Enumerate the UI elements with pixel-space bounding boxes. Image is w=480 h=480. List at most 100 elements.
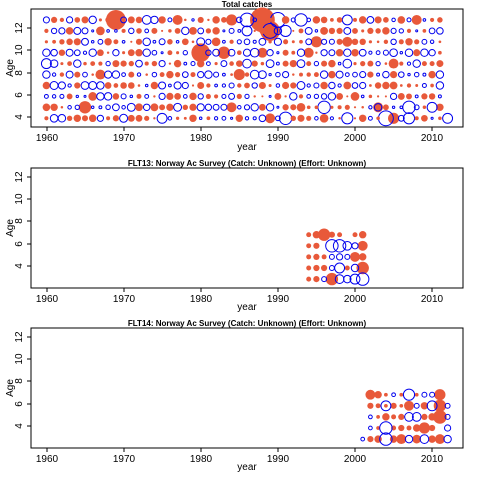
positive-residual-bubble [343, 81, 352, 90]
negative-residual-bubble [399, 50, 404, 55]
positive-residual-bubble [399, 84, 403, 87]
positive-residual-bubble [342, 36, 353, 47]
negative-residual-bubble [402, 388, 416, 401]
plot-area [30, 167, 464, 289]
positive-residual-bubble [433, 410, 447, 424]
negative-residual-bubble [419, 434, 430, 444]
positive-residual-bubble [50, 103, 58, 112]
positive-residual-bubble [319, 113, 329, 123]
positive-residual-bubble [437, 17, 443, 23]
positive-residual-bubble [384, 62, 388, 65]
positive-residual-bubble [291, 50, 296, 55]
negative-residual-bubble [444, 402, 451, 409]
positive-residual-bubble [299, 39, 303, 44]
negative-residual-bubble [50, 48, 58, 57]
positive-residual-bubble [74, 17, 81, 23]
positive-residual-bubble [214, 94, 219, 99]
negative-residual-bubble [88, 48, 97, 57]
positive-residual-bubble [353, 17, 357, 22]
negative-residual-bubble [366, 16, 375, 24]
positive-residual-bubble [59, 17, 65, 23]
negative-residual-bubble [181, 81, 189, 90]
negative-residual-bubble [182, 94, 188, 99]
positive-residual-bubble [173, 59, 182, 68]
negative-residual-bubble [313, 93, 320, 100]
negative-residual-bubble [306, 17, 312, 23]
positive-residual-bubble [127, 16, 135, 24]
x-tick-label: 1980 [190, 294, 213, 305]
negative-residual-bubble [104, 70, 113, 79]
y-tick-label: 8 [14, 378, 25, 384]
positive-residual-bubble [382, 27, 390, 35]
positive-residual-bubble [122, 51, 126, 55]
negative-residual-bubble [43, 93, 49, 99]
positive-residual-bubble [350, 251, 360, 262]
negative-residual-bubble [213, 116, 219, 121]
positive-residual-bubble [44, 116, 49, 121]
positive-residual-bubble [384, 392, 388, 397]
positive-residual-bubble [315, 51, 318, 54]
positive-residual-bubble [189, 103, 197, 111]
positive-residual-bubble [382, 413, 390, 421]
positive-residual-bubble [414, 116, 419, 121]
positive-residual-bubble [328, 231, 335, 238]
positive-residual-bubble [310, 36, 322, 48]
negative-residual-bubble [442, 112, 454, 124]
positive-residual-bubble [303, 47, 314, 58]
negative-residual-bubble [182, 50, 188, 56]
y-tick-label: 8 [14, 218, 25, 224]
negative-residual-bubble [313, 60, 320, 67]
positive-residual-bubble [361, 106, 364, 109]
positive-residual-bubble [90, 61, 96, 66]
negative-residual-bubble [236, 39, 242, 45]
negative-residual-bubble [336, 253, 344, 261]
y-tick-label: 10 [14, 353, 25, 365]
negative-residual-bubble [379, 421, 393, 435]
positive-residual-bubble [130, 40, 133, 43]
negative-residual-bubble [412, 59, 421, 68]
negative-residual-bubble [65, 70, 74, 79]
negative-residual-bubble [128, 27, 135, 35]
negative-residual-bubble [273, 37, 282, 46]
negative-residual-bubble [373, 103, 383, 112]
positive-residual-bubble [433, 399, 447, 412]
positive-residual-bubble [182, 104, 189, 111]
negative-residual-bubble [399, 105, 404, 110]
positive-residual-bubble [365, 389, 376, 400]
positive-residual-bubble [405, 38, 413, 46]
positive-residual-bubble [313, 242, 320, 249]
x-tick-label: 1960 [36, 294, 59, 305]
negative-residual-bubble [243, 104, 251, 111]
positive-residual-bubble [414, 392, 419, 397]
negative-residual-bubble [343, 48, 352, 57]
positive-residual-bubble [197, 16, 204, 23]
positive-residual-bubble [168, 29, 172, 33]
positive-residual-bubble [376, 116, 380, 121]
negative-residual-bubble [112, 49, 120, 57]
negative-residual-bubble [73, 26, 82, 35]
positive-residual-bubble [383, 39, 389, 44]
negative-residual-bubble [426, 101, 438, 113]
positive-residual-bubble [66, 115, 73, 122]
positive-residual-bubble [382, 104, 389, 111]
positive-residual-bubble [127, 114, 135, 122]
positive-residual-bubble [306, 265, 312, 271]
positive-residual-bubble [384, 403, 388, 408]
negative-residual-bubble [344, 253, 351, 260]
negative-residual-bubble [421, 82, 427, 89]
negative-residual-bubble [265, 59, 275, 68]
negative-residual-bubble [221, 72, 226, 77]
negative-residual-bubble [376, 72, 381, 77]
negative-residual-bubble [121, 39, 126, 44]
y-tick-label: 12 [14, 22, 25, 34]
positive-residual-bubble [128, 82, 135, 89]
positive-residual-bubble [191, 51, 195, 55]
negative-residual-bubble [332, 239, 347, 253]
positive-residual-bubble [374, 390, 382, 399]
negative-residual-bubble [228, 27, 235, 34]
positive-residual-bubble [112, 93, 120, 100]
positive-residual-bubble [298, 28, 304, 34]
positive-residual-bubble [412, 424, 421, 432]
positive-residual-bubble [197, 82, 205, 89]
positive-residual-bubble [229, 39, 234, 44]
